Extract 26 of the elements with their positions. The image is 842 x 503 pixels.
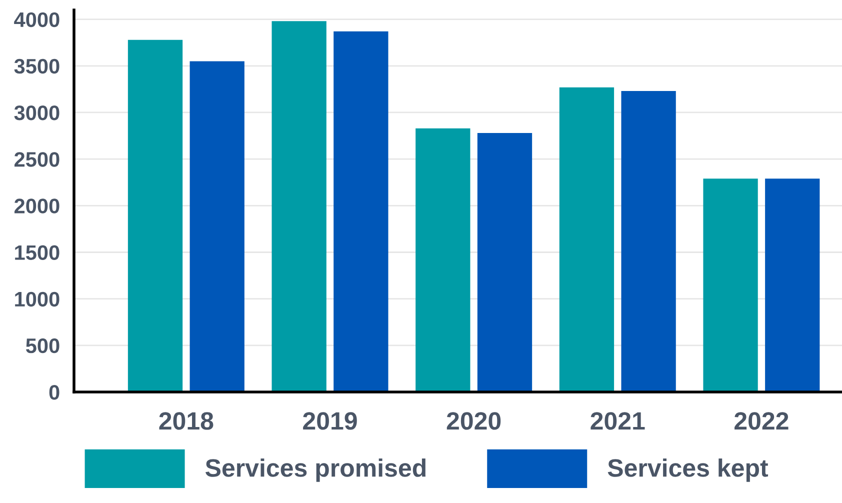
bar (559, 87, 614, 392)
legend-label: Services kept (608, 458, 768, 482)
y-tick-label: 4000 (14, 12, 60, 28)
x-tick-label: 2022 (734, 412, 788, 430)
y-tick-label: 2500 (14, 152, 60, 167)
bar (765, 178, 820, 392)
y-tick-label: 3000 (14, 105, 60, 120)
y-tick-label: 3500 (14, 58, 60, 74)
bar (272, 21, 326, 392)
y-tick-label: 2000 (14, 198, 60, 214)
y-tick-label: 0 (49, 385, 60, 400)
x-tick-label: 2018 (159, 412, 214, 430)
bar (477, 132, 532, 392)
y-tick-label: 1000 (15, 292, 60, 307)
bar (128, 40, 183, 392)
bar (703, 178, 758, 392)
y-tick-label: 500 (26, 338, 60, 354)
x-tick-label: 2020 (446, 412, 501, 430)
bar (190, 61, 244, 392)
bar (416, 128, 470, 392)
x-tick-label: 2019 (303, 412, 357, 430)
y-tick-label: 1500 (15, 245, 60, 260)
x-tick-label: 2021 (590, 412, 645, 430)
legend-label: Services promised (206, 458, 426, 482)
bar (621, 91, 676, 392)
bar (334, 31, 388, 392)
